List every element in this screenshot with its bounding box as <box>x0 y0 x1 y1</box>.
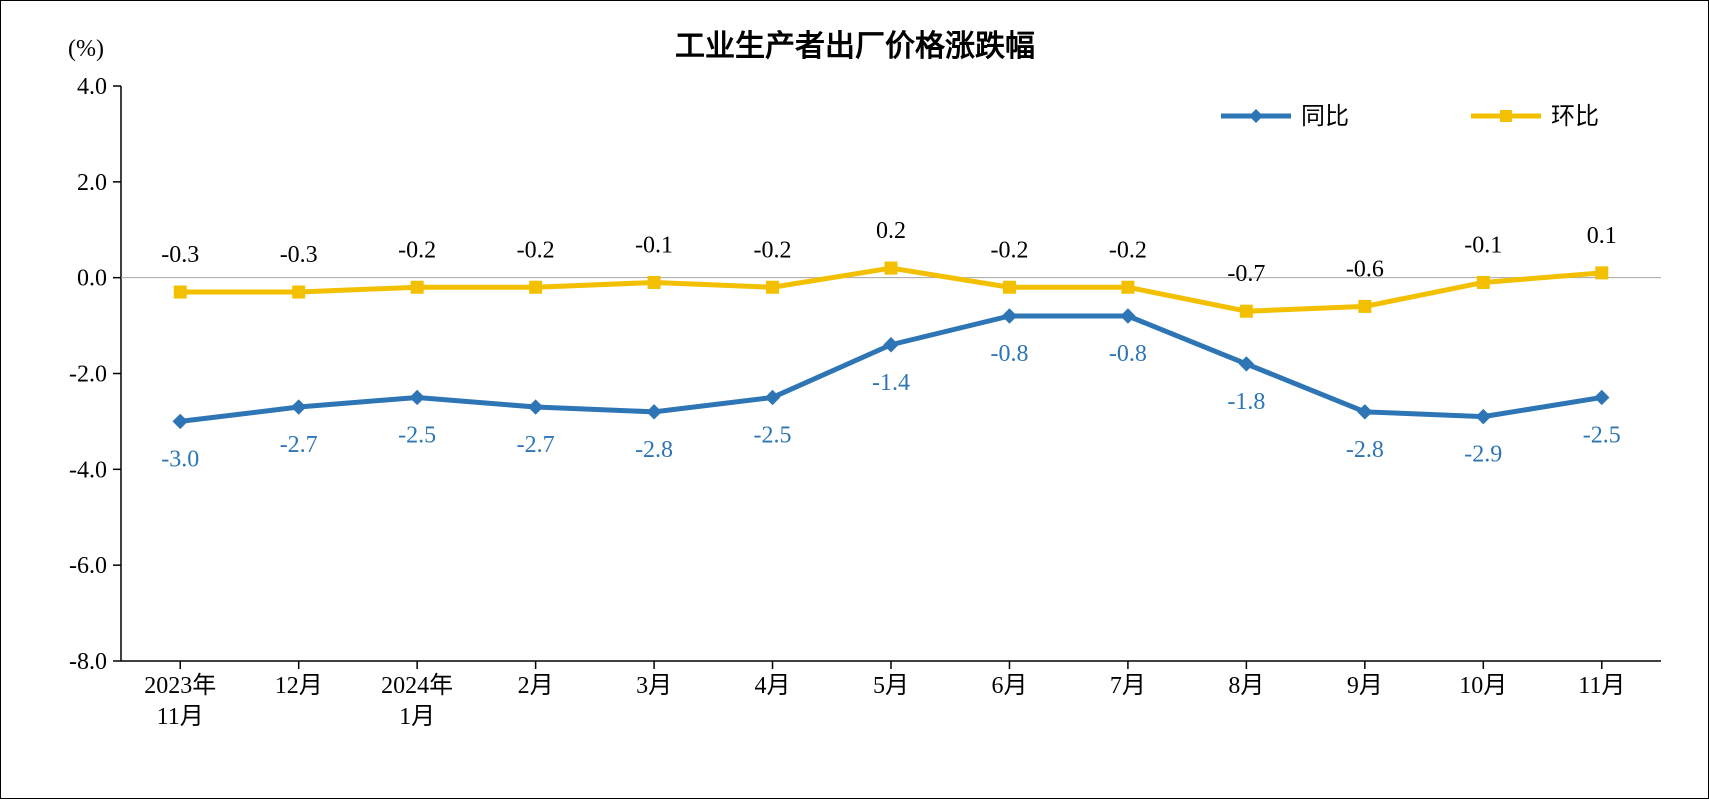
marker-square <box>767 281 779 293</box>
marker-diamond <box>529 400 543 414</box>
marker-diamond <box>1121 309 1135 323</box>
marker-diamond <box>1595 390 1609 404</box>
data-label: -0.2 <box>517 237 555 263</box>
x-tick-label: 3月 <box>636 673 672 699</box>
data-label: -0.7 <box>1227 261 1265 287</box>
y-tick-label: -2.0 <box>69 362 107 388</box>
marker-diamond <box>410 390 424 404</box>
data-label: -0.2 <box>398 237 436 263</box>
x-tick-label: 11月 <box>1578 673 1625 699</box>
data-label: 0.2 <box>876 218 906 244</box>
data-label: -2.7 <box>517 432 555 458</box>
data-label: -2.8 <box>1346 437 1384 463</box>
data-label: 0.1 <box>1587 223 1617 249</box>
x-tick-label: 4月 <box>755 673 791 699</box>
data-label: -1.8 <box>1227 389 1265 415</box>
data-label: -3.0 <box>161 446 199 472</box>
marker-square <box>293 286 305 298</box>
marker-square <box>411 281 423 293</box>
data-label: -0.3 <box>280 242 318 268</box>
data-label: -0.2 <box>990 237 1028 263</box>
data-label: -2.5 <box>1583 422 1621 448</box>
data-label: -2.7 <box>280 432 318 458</box>
marker-diamond <box>1002 309 1016 323</box>
marker-square <box>1240 305 1252 317</box>
data-label: -1.4 <box>872 370 910 396</box>
marker-square <box>530 281 542 293</box>
data-label: -0.1 <box>1464 232 1502 258</box>
marker-diamond <box>173 414 187 428</box>
x-tick-label: 2023年11月 <box>144 672 216 730</box>
x-tick-label: 12月 <box>275 673 323 699</box>
marker-square <box>1596 267 1608 279</box>
y-tick-label: 4.0 <box>77 74 107 100</box>
y-tick-label: -6.0 <box>69 553 107 579</box>
x-tick-label: 6月 <box>991 673 1027 699</box>
chart-title: 工业生产者出厂价格涨跌幅 <box>675 30 1035 63</box>
marker-square <box>648 276 660 288</box>
x-tick-label: 9月 <box>1347 673 1383 699</box>
legend-marker-square <box>1500 110 1512 122</box>
ppi-line-chart: 工业生产者出厂价格涨跌幅 (%) 4.0 2.0 0.0 -2.0 -4.0 -6.0 -8.0… <box>1 1 1709 800</box>
data-label: -0.2 <box>754 237 792 263</box>
x-tick-label: 2024年1月 <box>381 672 453 730</box>
marker-square <box>174 286 186 298</box>
y-tick-label: -4.0 <box>69 457 107 483</box>
unit-label: (%) <box>68 36 104 62</box>
series-line-同比 <box>180 316 1602 421</box>
x-tick-label: 8月 <box>1228 673 1264 699</box>
x-tick-label: 7月 <box>1110 673 1146 699</box>
data-label: -0.8 <box>1109 341 1147 367</box>
marker-diamond <box>292 400 306 414</box>
data-label: -2.5 <box>754 422 792 448</box>
data-label: -0.1 <box>635 232 673 258</box>
x-tick-label: 2月 <box>518 673 554 699</box>
data-label: -0.2 <box>1109 237 1147 263</box>
marker-square <box>885 262 897 274</box>
marker-square <box>1122 281 1134 293</box>
data-label: -2.5 <box>398 422 436 448</box>
data-label: -0.3 <box>161 242 199 268</box>
y-tick-label: 2.0 <box>77 170 107 196</box>
chart-container: 工业生产者出厂价格涨跌幅 (%) 4.0 2.0 0.0 -2.0 -4.0 -6.0 -8.0… <box>0 0 1709 799</box>
data-label: -2.8 <box>635 437 673 463</box>
data-label: -0.6 <box>1346 256 1384 282</box>
marker-diamond <box>1358 405 1372 419</box>
marker-square <box>1359 300 1371 312</box>
data-label: -2.9 <box>1464 442 1502 468</box>
y-tick-label: 0.0 <box>77 266 107 292</box>
x-tick-label: 10月 <box>1459 673 1507 699</box>
legend-label: 环比 <box>1551 103 1599 130</box>
y-tick-label: -8.0 <box>69 649 107 675</box>
marker-square <box>1477 276 1489 288</box>
data-label: -0.8 <box>990 341 1028 367</box>
x-tick-label: 5月 <box>873 673 909 699</box>
marker-diamond <box>1239 357 1253 371</box>
legend-label: 同比 <box>1301 103 1349 130</box>
marker-diamond <box>647 405 661 419</box>
legend-marker-diamond <box>1249 109 1263 123</box>
marker-square <box>1003 281 1015 293</box>
marker-diamond <box>1476 410 1490 424</box>
